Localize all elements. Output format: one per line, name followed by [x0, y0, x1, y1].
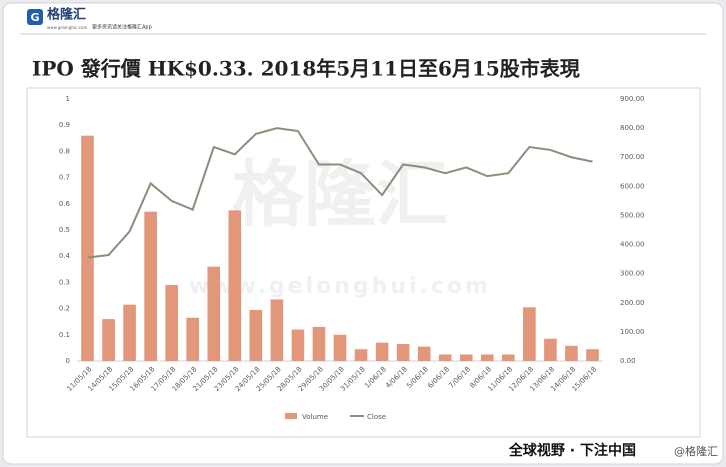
bar [291, 329, 305, 361]
bar [270, 299, 284, 361]
bar [228, 210, 242, 361]
y2-tick-label: 800.00 [620, 124, 645, 132]
bar [354, 349, 368, 361]
y2-tick-label: 400.00 [620, 241, 645, 249]
bar [375, 342, 389, 361]
y-tick-label: 0 [66, 357, 70, 365]
legend-label: Volume [302, 413, 328, 421]
y-tick-label: 1 [66, 95, 70, 103]
bar [417, 346, 431, 361]
bar [186, 317, 200, 361]
y2-tick-label: 500.00 [620, 211, 645, 219]
y-tick-label: 0.2 [59, 305, 70, 313]
y2-tick-label: 100.00 [620, 328, 645, 336]
bar [396, 343, 410, 361]
logo-glyph: G [30, 11, 39, 24]
legend-label: Close [367, 413, 386, 421]
bar [565, 345, 578, 361]
y-tick-label: 0.3 [59, 278, 70, 286]
bar [249, 309, 263, 361]
slogan: 全球视野 · 下注中国 [508, 442, 636, 459]
chart-title: IPO 發行價 HK$0.33. 2018年5月11日至6月15股市表現 [32, 57, 580, 81]
y2-tick-label: 900.00 [620, 95, 645, 103]
bar [312, 326, 326, 361]
y-tick-label: 0.5 [59, 226, 70, 234]
bar [438, 354, 452, 361]
bar [102, 319, 115, 361]
tagline: 更多资讯请关注格隆汇App [92, 24, 152, 31]
bar [480, 354, 494, 361]
y2-tick-label: 700.00 [620, 153, 645, 161]
bar [81, 135, 94, 361]
bar [459, 354, 473, 361]
y-tick-label: 0.4 [59, 252, 71, 260]
y2-tick-label: 200.00 [620, 299, 645, 307]
y2-tick-label: 600.00 [620, 182, 645, 190]
y-tick-label: 0.1 [59, 331, 70, 339]
line [87, 127, 593, 259]
bar [123, 304, 136, 361]
bar [207, 266, 221, 361]
chart-box [26, 87, 701, 438]
bar [586, 349, 599, 361]
bar [544, 338, 557, 361]
legend-swatch [285, 413, 297, 419]
bar [165, 285, 178, 361]
y2-tick-label: 0.00 [620, 357, 636, 365]
logo-domain: www.gelonghui.com [47, 25, 87, 30]
y-tick-label: 0.9 [59, 121, 70, 129]
y-tick-label: 0.7 [59, 174, 70, 182]
y-tick-label: 0.8 [59, 147, 70, 155]
watermark-tag: @格隆汇 [674, 444, 718, 458]
logo-icon [27, 9, 43, 25]
bar [523, 307, 536, 361]
bar [502, 354, 515, 361]
y-tick-label: 0.6 [59, 200, 71, 208]
bar [333, 334, 347, 361]
bar [144, 211, 157, 361]
y2-tick-label: 300.00 [620, 270, 645, 278]
logo-text: 格隆汇 [47, 7, 86, 23]
